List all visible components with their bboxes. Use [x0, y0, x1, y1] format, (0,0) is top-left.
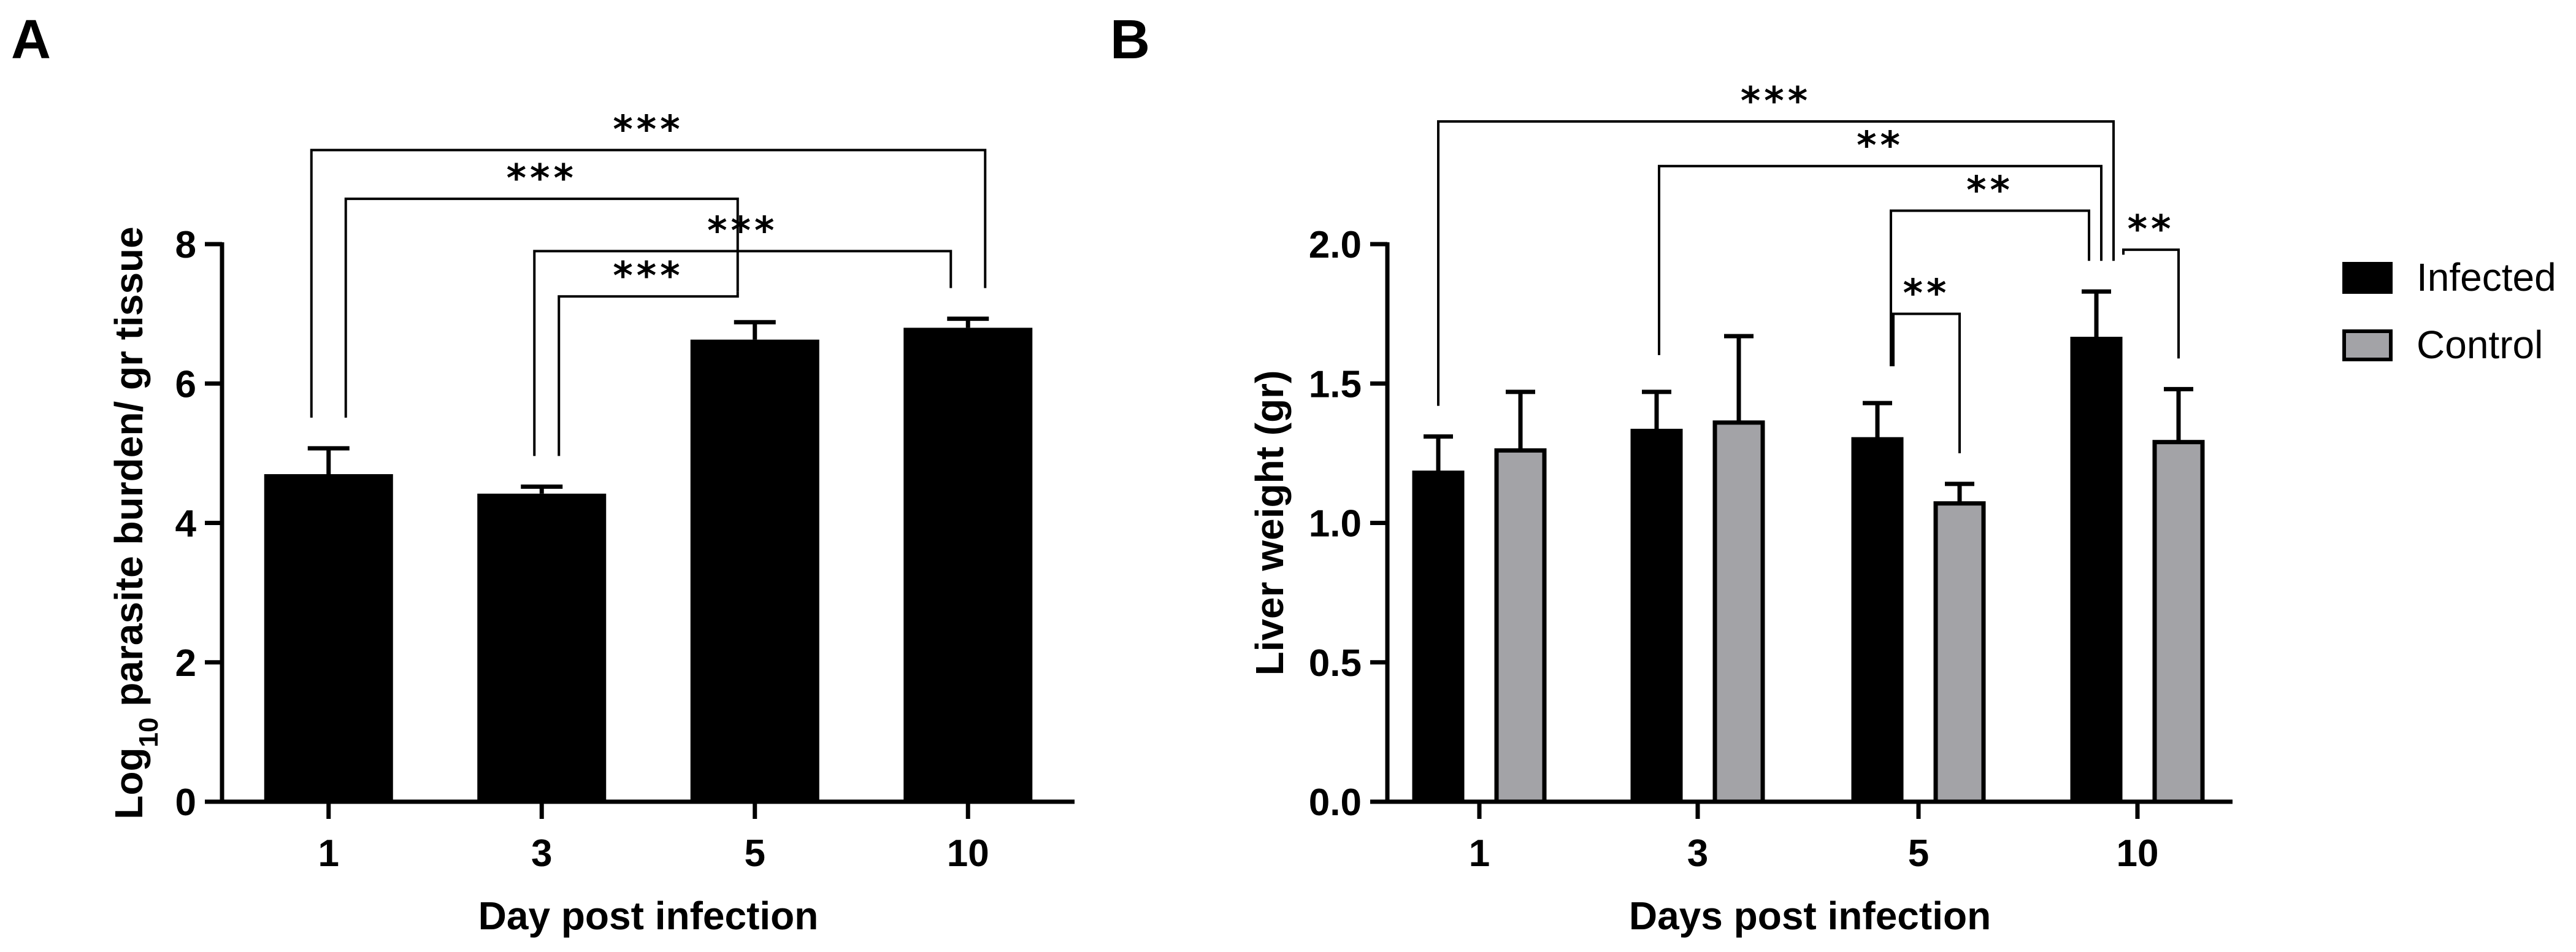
significance-label: ** — [2128, 207, 2175, 251]
significance-bracket — [1890, 209, 2090, 367]
x-axis-title: Day post infection — [478, 894, 819, 938]
x-tick-label: 5 — [745, 832, 765, 875]
y-tick-label: 1.0 — [1309, 503, 1362, 545]
significance-bracket — [1658, 164, 2103, 355]
y-tick-label: 2 — [175, 642, 196, 685]
bar-infected-day-10 — [2070, 337, 2123, 804]
x-tick-label: 3 — [1687, 832, 1708, 875]
panel-letter-a: A — [11, 9, 51, 71]
y-tick-label: 4 — [175, 503, 197, 545]
significance-bracket — [2122, 248, 2180, 359]
panel-letter-b: B — [1110, 9, 1150, 71]
legend-swatch-control — [2342, 329, 2393, 361]
bar-control-day-1 — [1494, 448, 1547, 804]
bar-infected-day-3 — [1630, 429, 1683, 804]
x-tick-label: 5 — [1908, 832, 1929, 875]
y-tick-label: 0 — [175, 781, 196, 824]
bar-control-day-3 — [1712, 420, 1765, 804]
x-tick-label: 10 — [2117, 832, 2159, 875]
bar-infected-day-5 — [1851, 437, 1904, 804]
significance-bracket — [533, 250, 953, 456]
significance-label: *** — [1741, 79, 1811, 123]
y-tick-label: 1.5 — [1309, 363, 1362, 405]
significance-bracket — [344, 198, 739, 418]
significance-label: *** — [613, 107, 683, 152]
significance-bracket — [1437, 120, 2115, 406]
significance-bracket — [1892, 312, 1961, 453]
x-axis-title: Days post infection — [1629, 894, 1991, 938]
y-axis-title: Log10 parasite burden/ gr tissue — [107, 226, 164, 819]
legend-swatch-infected — [2342, 262, 2393, 294]
x-tick-label: 3 — [531, 832, 552, 875]
x-tick-label: 1 — [1469, 832, 1490, 875]
significance-bracket — [310, 148, 987, 418]
bar-day-10 — [903, 328, 1033, 802]
y-tick-label: 0.0 — [1309, 781, 1362, 824]
bar-control-day-5 — [1933, 501, 1986, 804]
panel-b: B 0.0 0.5 1.0 1.5 2.0 1 3 5 10 Days post infection… — [1110, 9, 2556, 938]
panel-a: A 0 2 4 6 8 1 3 5 10 Day post infection Log10 paras… — [11, 9, 1075, 938]
y-axis-title: Liver weight (gr) — [1248, 370, 1292, 676]
bar-day-1 — [264, 474, 393, 802]
significance-label: *** — [507, 156, 577, 201]
y-tick-label: 2.0 — [1309, 224, 1362, 266]
bar-day-3 — [477, 493, 607, 802]
legend-label-control: Control — [2417, 323, 2543, 367]
x-tick-label: 10 — [947, 832, 989, 875]
significance-label: ** — [1903, 271, 1950, 316]
legend: Infected Control — [2342, 255, 2556, 367]
y-tick-label: 0.5 — [1309, 642, 1362, 685]
bar-control-day-10 — [2152, 440, 2205, 804]
legend-label-infected: Infected — [2417, 255, 2556, 299]
y-tick-label: 8 — [175, 224, 196, 266]
significance-label: ** — [1966, 167, 2014, 212]
x-tick-label: 1 — [318, 832, 339, 875]
y-tick-label: 6 — [175, 363, 196, 405]
significance-label: *** — [707, 208, 778, 253]
significance-label: *** — [613, 253, 683, 298]
bar-infected-day-1 — [1412, 470, 1465, 804]
bar-day-5 — [690, 339, 819, 802]
significance-label: ** — [1857, 123, 1904, 168]
significance-bracket — [558, 291, 739, 456]
